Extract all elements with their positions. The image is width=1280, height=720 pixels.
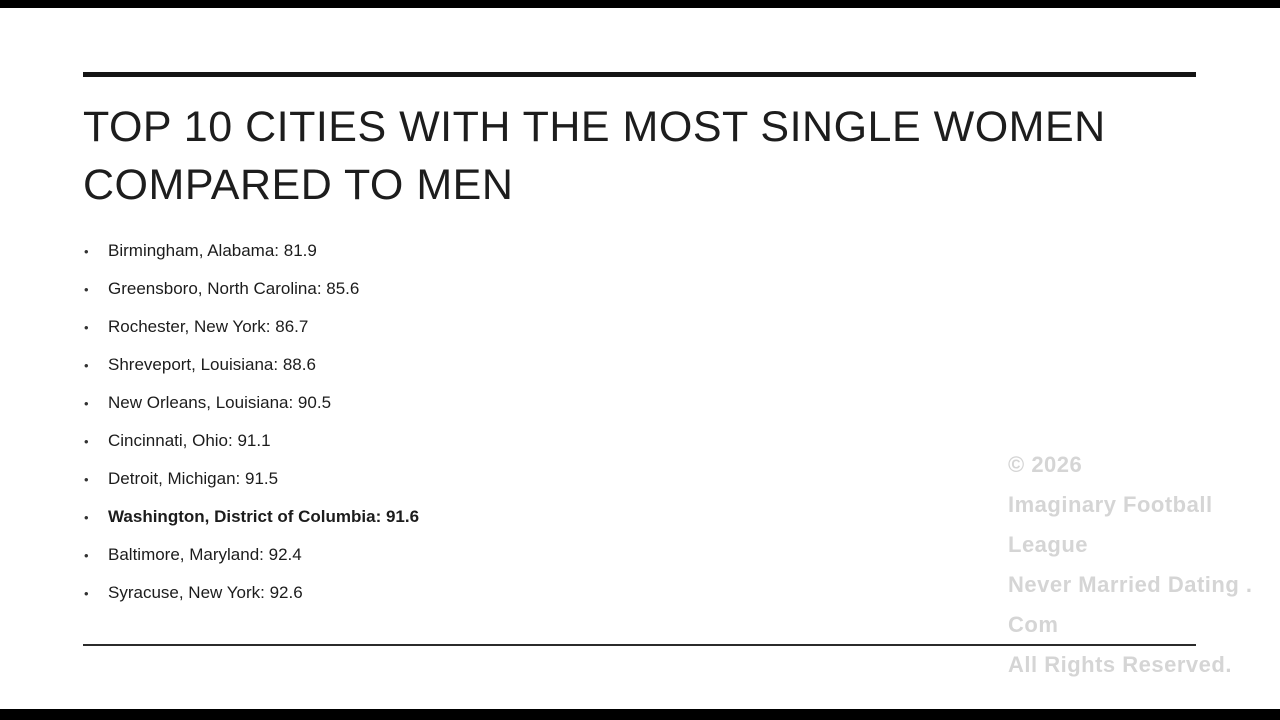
- bullet-icon: •: [84, 395, 89, 411]
- bullet-icon: •: [84, 357, 89, 373]
- watermark-line: Imaginary Football League: [1008, 492, 1213, 557]
- list-item-label: Greensboro, North Carolina: 85.6: [108, 279, 360, 298]
- list-item-label: Rochester, New York: 86.7: [108, 317, 309, 336]
- list-item: • Baltimore, Maryland: 92.4: [84, 536, 784, 574]
- list-item: • Greensboro, North Carolina: 85.6: [84, 270, 784, 308]
- list-item-label: Washington, District of Columbia: 91.6: [108, 507, 420, 526]
- list-item: • New Orleans, Louisiana: 90.5: [84, 384, 784, 422]
- list-item: • Cincinnati, Ohio: 91.1: [84, 422, 784, 460]
- list-item: • Shreveport, Louisiana: 88.6: [84, 346, 784, 384]
- top-rule: [83, 72, 1196, 77]
- watermark-line: All Rights Reserved.: [1008, 652, 1232, 677]
- list-item: • Birmingham, Alabama: 81.9: [84, 232, 784, 270]
- list-item-label: Baltimore, Maryland: 92.4: [108, 545, 302, 564]
- watermark: © 2026 Imaginary Football League Never Mar…: [1008, 445, 1278, 685]
- bullet-icon: •: [84, 281, 89, 297]
- city-list: • Birmingham, Alabama: 81.9 • Greensboro, N…: [84, 232, 784, 612]
- list-item: • Washington, District of Columbia: 91.6: [84, 498, 784, 536]
- bullet-icon: •: [84, 319, 89, 335]
- list-item: • Syracuse, New York: 92.6: [84, 574, 784, 612]
- list-item-label: Syracuse, New York: 92.6: [108, 583, 303, 602]
- bullet-icon: •: [84, 547, 89, 563]
- bullet-icon: •: [84, 585, 89, 601]
- list-item-label: Birmingham, Alabama: 81.9: [108, 241, 317, 260]
- watermark-line: © 2026: [1008, 452, 1083, 477]
- list-item-label: New Orleans, Louisiana: 90.5: [108, 393, 332, 412]
- bullet-icon: •: [84, 471, 89, 487]
- watermark-line: Never Married Dating . Com: [1008, 572, 1253, 637]
- bullet-icon: •: [84, 433, 89, 449]
- list-item: • Detroit, Michigan: 91.5: [84, 460, 784, 498]
- list-item-label: Shreveport, Louisiana: 88.6: [108, 355, 316, 374]
- slide: TOP 10 CITIES WITH THE MOST SINGLE WOMEN…: [0, 8, 1280, 709]
- bullet-icon: •: [84, 509, 89, 525]
- list-item-label: Detroit, Michigan: 91.5: [108, 469, 279, 488]
- title-line-1: TOP 10 CITIES WITH THE MOST SINGLE WOMEN: [83, 103, 1106, 151]
- title-line-2: COMPARED TO MEN: [83, 161, 514, 209]
- bullet-icon: •: [84, 243, 89, 259]
- page-title: TOP 10 CITIES WITH THE MOST SINGLE WOMEN…: [83, 98, 1213, 214]
- bottom-rule: [83, 644, 1196, 646]
- list-item: • Rochester, New York: 86.7: [84, 308, 784, 346]
- list-item-label: Cincinnati, Ohio: 91.1: [108, 431, 271, 450]
